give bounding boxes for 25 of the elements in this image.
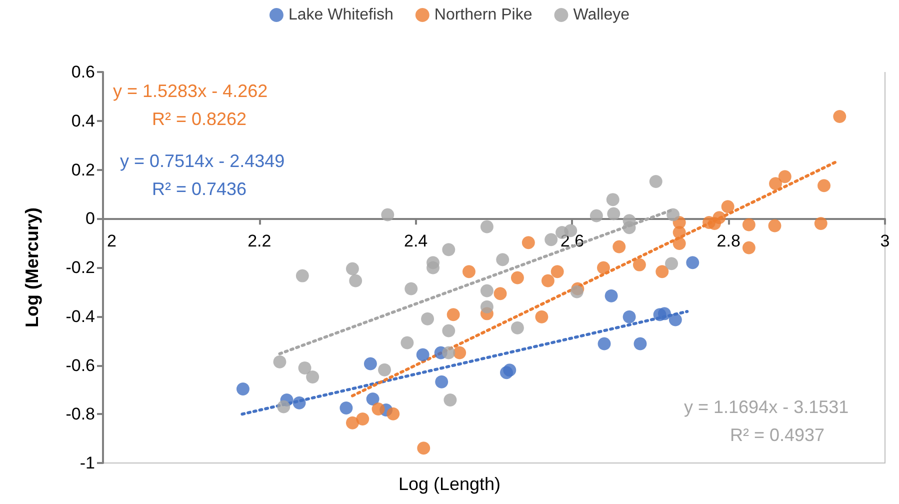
annotation: R² = 0.4937 xyxy=(730,425,825,445)
x-tick-label: 2.8 xyxy=(716,232,740,251)
annotation: R² = 0.7436 xyxy=(152,179,247,199)
y-tick-label: 0 xyxy=(86,209,95,228)
y-tick-label: -0.8 xyxy=(66,404,95,424)
y-tick-label: -0.2 xyxy=(66,258,95,277)
y-tick-label: -0.6 xyxy=(66,356,95,375)
y-tick-label: -1 xyxy=(80,454,95,472)
annotation: y = 0.7514x - 2.4349 xyxy=(120,151,285,171)
x-tick-label: 3 xyxy=(880,232,890,251)
x-tick-label: 2.2 xyxy=(248,232,272,251)
annotation: y = 1.5283x - 4.262 xyxy=(113,81,268,101)
legend-label: Northern Pike xyxy=(434,6,532,24)
x-axis-title: Log (Length) xyxy=(398,474,501,494)
annotation: y = 1.1694x - 3.1531 xyxy=(684,397,849,417)
legend-label: Lake Whitefish xyxy=(288,6,394,24)
legend-label: Walleye xyxy=(573,6,630,24)
y-tick-label: 0.6 xyxy=(71,62,95,82)
annotation: R² = 0.8262 xyxy=(152,109,247,129)
x-tick-label: 2.4 xyxy=(404,232,428,251)
y-tick-label: -0.4 xyxy=(66,306,95,326)
y-tick-label: 0.4 xyxy=(71,111,95,130)
x-tick-label: 2 xyxy=(107,232,116,251)
y-tick-label: 0.2 xyxy=(71,160,95,180)
y-axis-title: Log (Mercury) xyxy=(22,207,42,328)
